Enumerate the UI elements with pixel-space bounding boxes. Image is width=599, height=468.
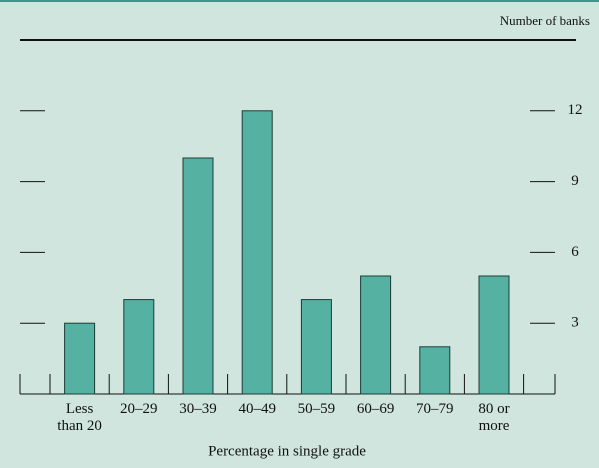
- bar: [300, 299, 332, 395]
- x-axis-label: Percentage in single grade: [208, 443, 366, 459]
- bar: [182, 157, 214, 395]
- x-tick-label: 30–39: [179, 401, 217, 417]
- y-tick-label: 6: [571, 244, 579, 260]
- bar: [123, 299, 155, 395]
- bar: [360, 275, 392, 395]
- y-tick-label: 3: [571, 315, 579, 331]
- bar: [419, 346, 451, 395]
- x-tick-label: 70–79: [416, 401, 454, 417]
- x-tick-label: 40–49: [238, 401, 276, 417]
- y-tick-label: 12: [568, 102, 583, 118]
- bar: [478, 275, 510, 395]
- y-tick-label: 9: [571, 173, 579, 189]
- y-axis-label: Number of banks: [500, 13, 590, 28]
- x-tick-label: 50–59: [297, 401, 336, 417]
- bar: [241, 110, 273, 395]
- x-tick-label: 80 or more: [478, 401, 510, 434]
- bar: [64, 322, 96, 395]
- x-tick-label: Less than 20: [57, 401, 102, 434]
- x-tick-label: 20–29: [120, 401, 158, 417]
- x-tick-label: 60–69: [356, 401, 395, 417]
